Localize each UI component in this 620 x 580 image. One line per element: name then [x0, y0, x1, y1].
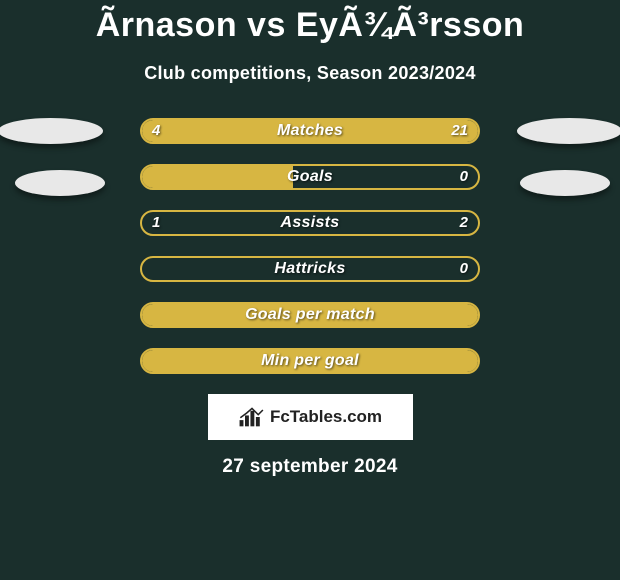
chart-icon [238, 405, 266, 429]
stat-row: 421Matches [140, 118, 480, 144]
stat-label: Assists [142, 212, 478, 234]
stat-label: Goals [142, 166, 478, 188]
stat-label: Goals per match [142, 304, 478, 326]
stat-row: 12Assists [140, 210, 480, 236]
page-title: Ãrnason vs EyÃ¾Ã³rsson [0, 0, 620, 45]
player-ellipse [517, 118, 620, 144]
stat-label: Matches [142, 120, 478, 142]
subtitle: Club competitions, Season 2023/2024 [0, 63, 620, 84]
date-text: 27 september 2024 [0, 456, 620, 478]
stat-row: 0Goals [140, 164, 480, 190]
stat-row: 0Hattricks [140, 256, 480, 282]
player-ellipse [15, 170, 105, 196]
player-ellipse [0, 118, 103, 144]
player-ellipse [520, 170, 610, 196]
stat-row: Goals per match [140, 302, 480, 328]
logo-text: FcTables.com [270, 407, 382, 427]
stat-label: Min per goal [142, 350, 478, 372]
stat-bars: 421Matches 0Goals 12Assists 0Hattricks Goals… [140, 118, 480, 374]
stat-row: Min per goal [140, 348, 480, 374]
stat-label: Hattricks [142, 258, 478, 280]
comparison-content: 421Matches 0Goals 12Assists 0Hattricks Goals… [0, 118, 620, 478]
fctables-logo: FcTables.com [208, 394, 413, 440]
